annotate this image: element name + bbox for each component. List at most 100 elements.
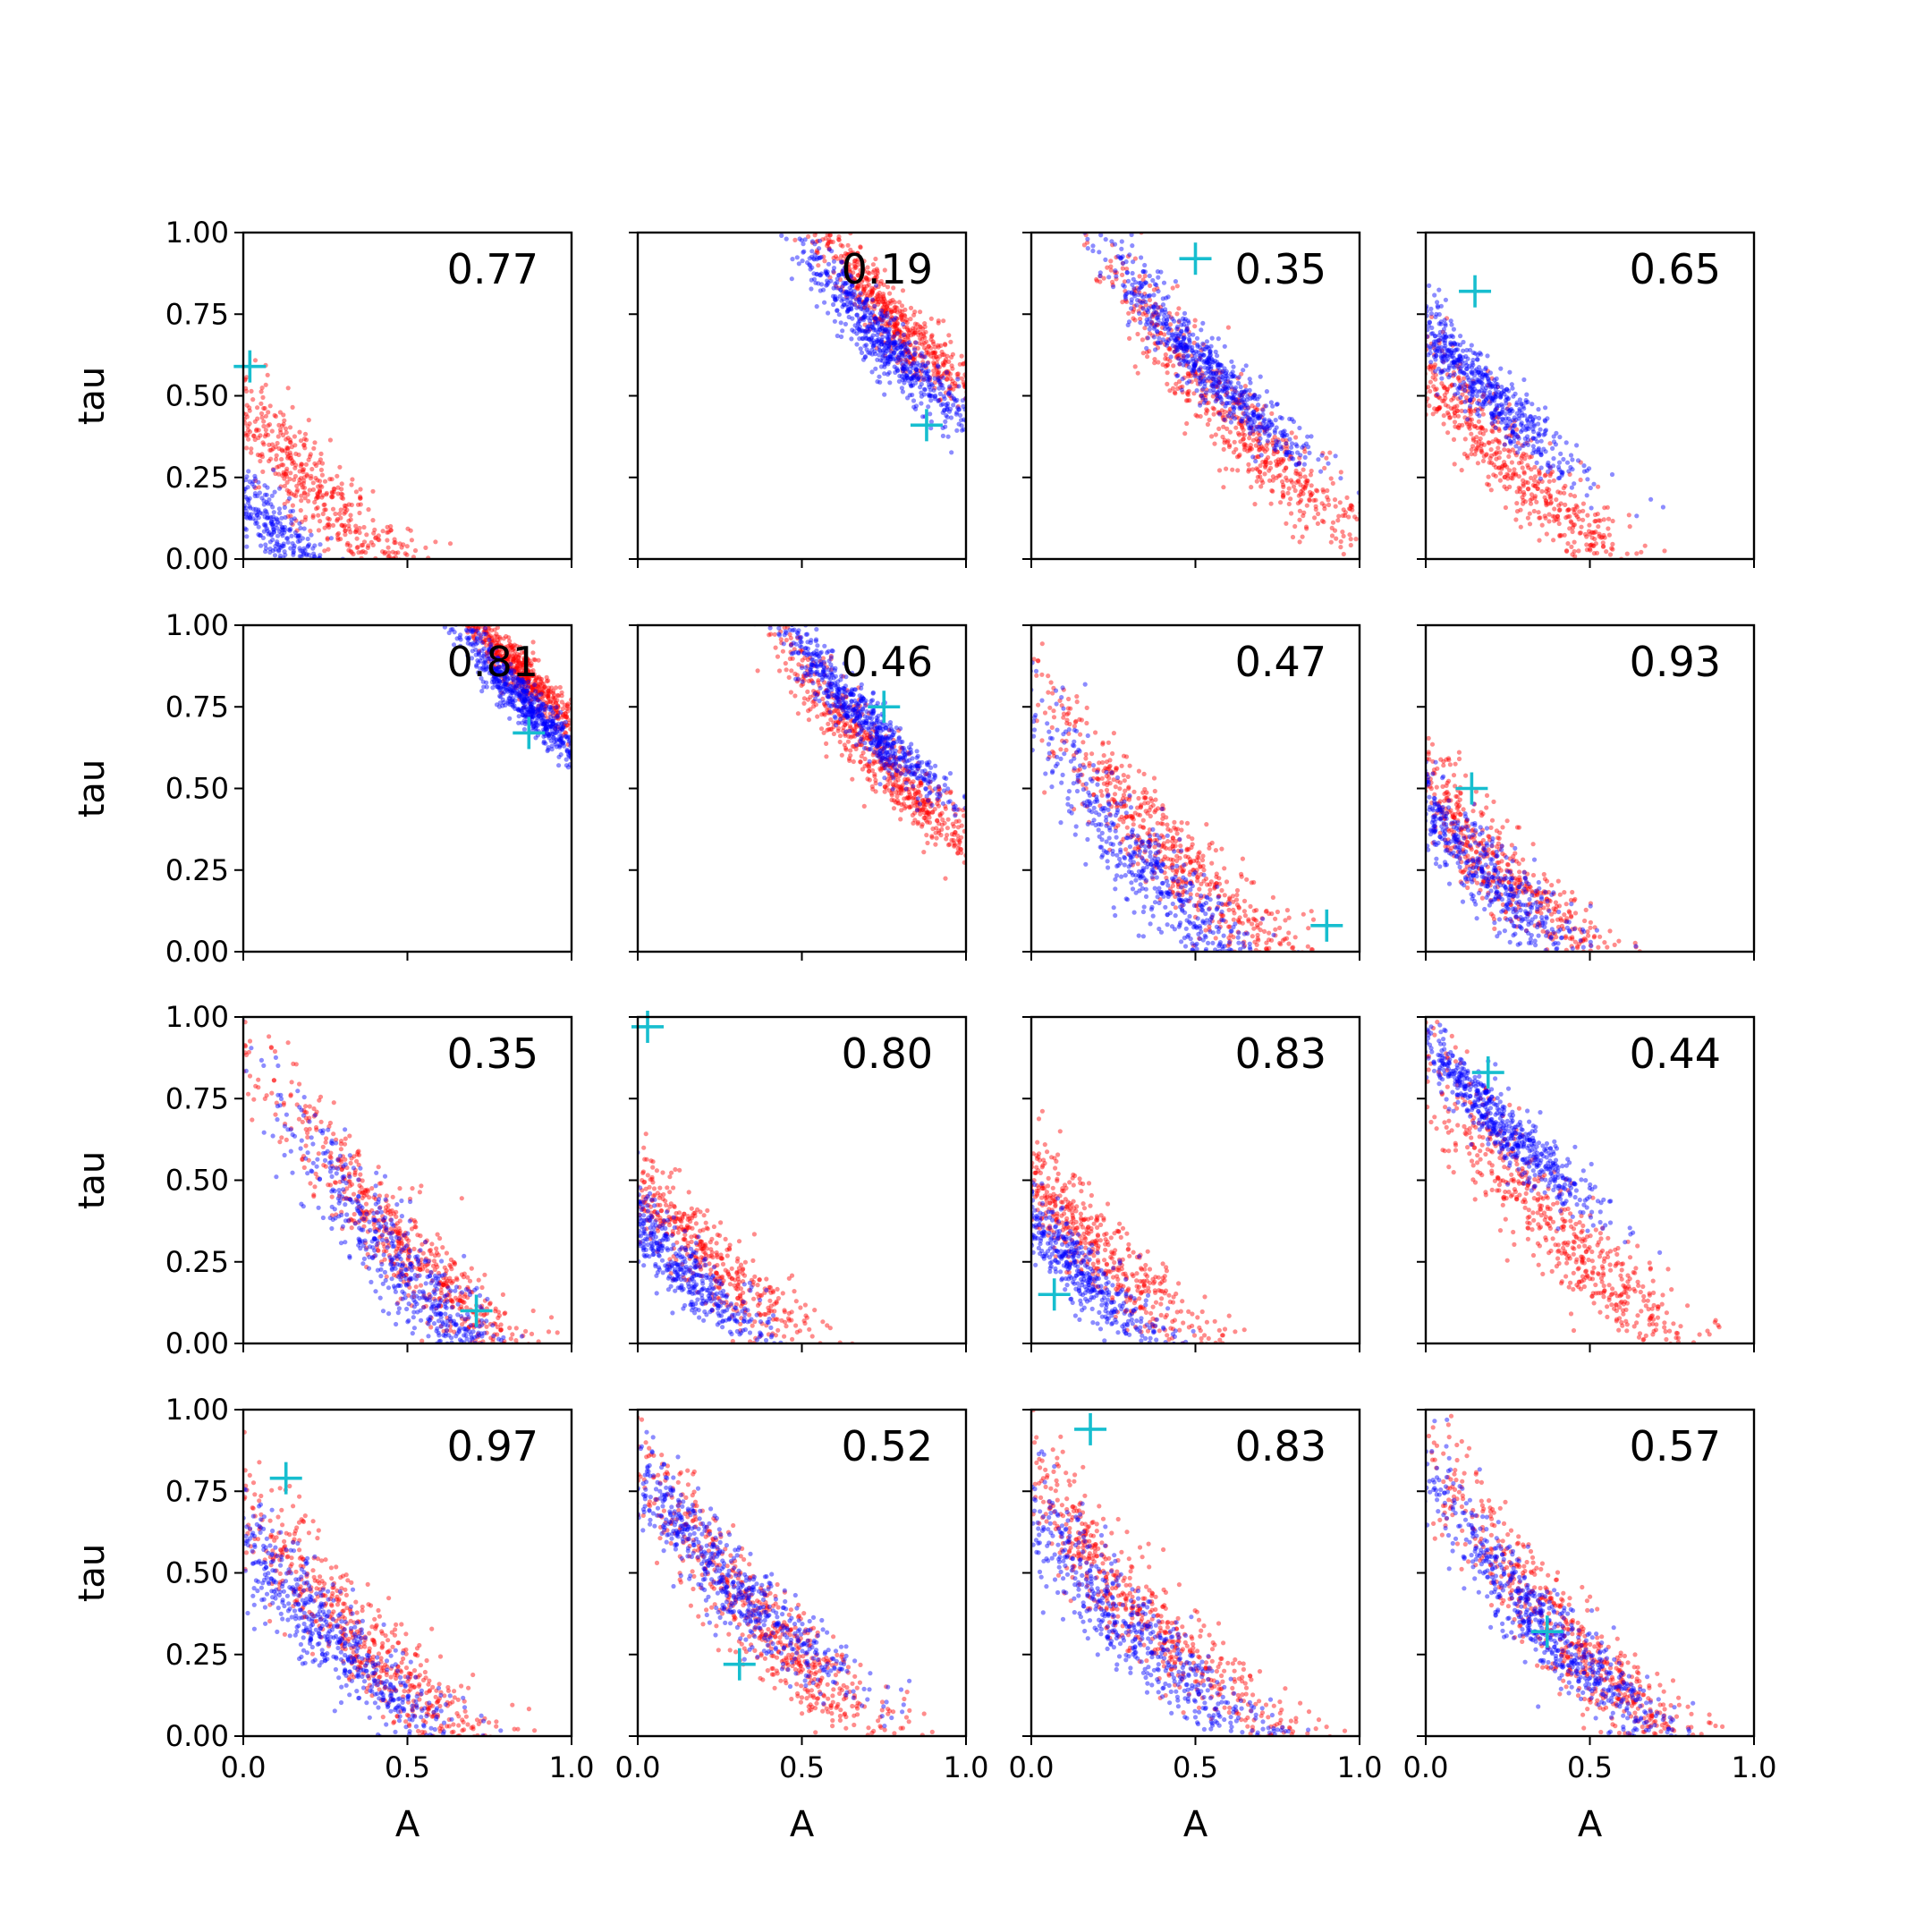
point-red <box>1488 460 1495 466</box>
point-blue <box>510 691 515 696</box>
point-blue <box>305 536 310 542</box>
point-red <box>836 237 842 242</box>
point-blue <box>943 419 948 424</box>
point-red <box>1589 542 1595 547</box>
point-red <box>1258 470 1263 475</box>
point-blue <box>501 699 506 706</box>
point-red <box>1260 445 1266 451</box>
point-blue <box>335 561 340 565</box>
point-blue <box>1296 461 1301 466</box>
point-blue <box>1495 405 1500 411</box>
point-red <box>1591 543 1597 548</box>
point-red <box>1479 424 1484 430</box>
point-blue <box>244 474 250 479</box>
point-blue <box>888 339 894 345</box>
point-blue <box>1223 386 1228 392</box>
point-red <box>1585 513 1590 518</box>
point-red <box>1275 457 1281 462</box>
point-blue <box>937 378 943 384</box>
point-blue <box>1445 353 1450 359</box>
point-red <box>516 670 522 676</box>
point-red <box>894 328 900 334</box>
point-blue <box>1489 411 1495 416</box>
point-blue <box>918 362 923 368</box>
point-red <box>863 291 869 296</box>
point-red <box>840 284 845 290</box>
point-blue <box>857 318 863 324</box>
point-blue <box>1264 422 1269 428</box>
point-red <box>322 548 327 554</box>
point-blue <box>1470 369 1475 375</box>
point-red <box>498 656 504 662</box>
point-red <box>918 325 924 330</box>
point-blue <box>1428 350 1433 356</box>
point-red <box>865 293 870 299</box>
point-red <box>541 693 547 699</box>
point-red <box>511 646 516 651</box>
point-red <box>1452 393 1457 398</box>
point-red <box>941 318 946 324</box>
point-red <box>900 309 905 314</box>
point-red <box>876 299 881 304</box>
point-red <box>494 657 500 662</box>
point-red <box>292 465 298 470</box>
point-red <box>1155 285 1160 291</box>
point-blue <box>1184 345 1190 352</box>
point-red <box>519 675 525 681</box>
point-red <box>924 347 929 352</box>
point-red <box>544 702 549 708</box>
point-blue <box>1262 430 1267 436</box>
point-blue <box>522 712 528 717</box>
point-blue <box>540 722 547 727</box>
point-blue <box>818 271 825 276</box>
point-red <box>1467 398 1472 403</box>
point-blue <box>247 504 252 509</box>
point-red <box>505 656 511 662</box>
point-blue <box>1479 388 1484 394</box>
point-blue <box>1224 394 1230 400</box>
point-blue <box>1516 436 1521 441</box>
point-red <box>1502 460 1507 465</box>
point-blue <box>1151 335 1157 340</box>
point-red <box>1436 341 1442 346</box>
point-red <box>1466 416 1471 421</box>
point-red <box>1504 406 1510 411</box>
point-blue <box>1159 308 1165 313</box>
point-red <box>281 412 286 418</box>
point-blue <box>1243 387 1249 393</box>
point-blue <box>1282 434 1287 439</box>
point-red <box>495 643 500 648</box>
point-red <box>546 693 551 699</box>
point-blue <box>1215 390 1220 396</box>
point-red <box>309 561 314 565</box>
point-red <box>1513 453 1519 458</box>
point-blue <box>1476 379 1481 385</box>
point-blue <box>902 377 908 382</box>
point-red <box>1131 303 1137 309</box>
point-blue <box>872 316 878 322</box>
point-blue <box>1291 456 1296 462</box>
point-blue <box>1216 368 1223 373</box>
point-blue <box>1216 361 1221 368</box>
point-blue <box>843 321 849 326</box>
point-red <box>1329 525 1335 531</box>
point-red <box>282 501 287 507</box>
point-blue <box>553 723 558 728</box>
point-red <box>1301 484 1306 489</box>
point-red <box>892 300 898 305</box>
point-blue <box>1436 287 1442 292</box>
point-red <box>513 656 518 661</box>
point-red <box>1281 484 1286 490</box>
point-red <box>1228 415 1233 420</box>
point-red <box>1572 510 1577 515</box>
point-red <box>506 661 512 666</box>
point-red <box>866 282 871 287</box>
point-blue <box>1223 385 1229 390</box>
point-red <box>845 264 851 269</box>
point-red <box>235 409 240 413</box>
point-red <box>342 522 348 529</box>
point-blue <box>285 562 290 566</box>
point-blue <box>276 548 282 554</box>
point-red <box>894 326 900 332</box>
point-blue <box>865 315 870 320</box>
